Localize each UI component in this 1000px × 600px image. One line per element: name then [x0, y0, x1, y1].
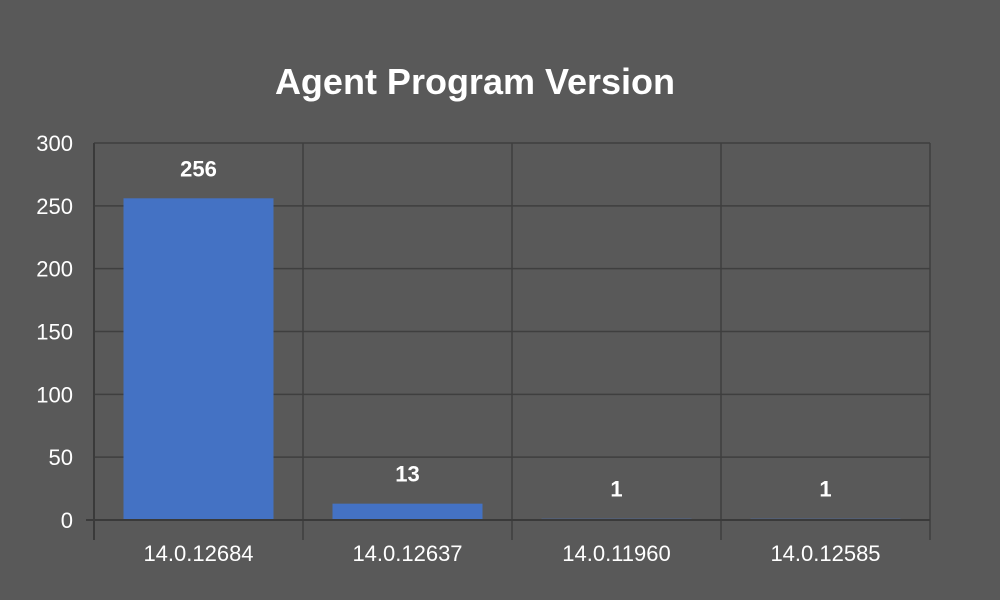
y-tick-label: 150	[36, 320, 73, 345]
x-tick-label: 14.0.12585	[770, 541, 880, 566]
bar	[332, 503, 483, 520]
bar	[123, 198, 274, 520]
data-label: 13	[395, 462, 419, 487]
labels: 0 50 100 150 200 250 300 256 14.0.12684 13 14.0.12…	[36, 131, 880, 566]
y-tick-label: 250	[36, 194, 73, 219]
y-tick-label: 50	[49, 445, 73, 470]
y-tick-label: 300	[36, 131, 73, 156]
x-tick-label: 14.0.11960	[562, 541, 670, 566]
bars	[123, 198, 901, 520]
chart-title: Agent Program Version	[275, 61, 675, 102]
axes	[86, 143, 930, 540]
y-tick-label: 200	[36, 257, 73, 282]
data-label: 1	[610, 477, 622, 502]
data-label: 1	[819, 477, 831, 502]
y-tick-label: 100	[36, 382, 73, 407]
y-tick-label: 0	[61, 508, 73, 533]
x-tick-label: 14.0.12637	[352, 541, 462, 566]
x-tick-label: 14.0.12684	[143, 541, 253, 566]
data-label: 256	[180, 156, 217, 181]
